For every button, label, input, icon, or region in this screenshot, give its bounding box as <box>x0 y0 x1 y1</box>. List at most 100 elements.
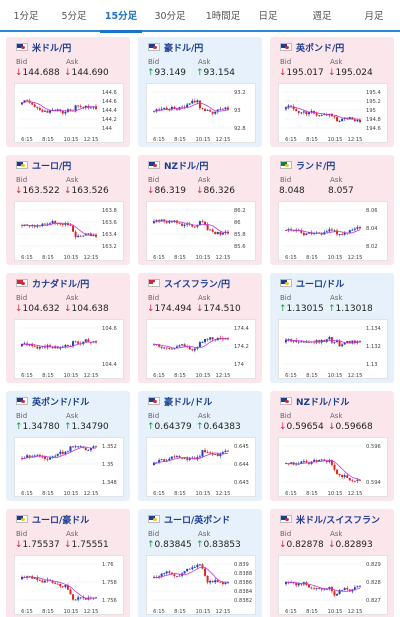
candlestick-chart[interactable]: 144.6 144.6 144.4 144.2 144 6:15 8:15 10:15 12:1… <box>14 83 124 143</box>
candle-body <box>325 231 328 233</box>
y-tick-label: 0.839 <box>234 562 249 568</box>
candle-body <box>38 108 41 110</box>
bid-value: ↓174.494 <box>147 304 192 314</box>
candlestick-chart[interactable]: 174.4 174.2 174 6:15 8:15 10:15 12:15 <box>146 319 256 379</box>
candle-body <box>191 567 194 570</box>
candle-body <box>82 106 85 108</box>
candle-body <box>353 587 356 590</box>
ask-label: Ask <box>198 176 211 184</box>
candle-body <box>59 223 62 225</box>
card-header: ユーロ/円 <box>6 155 130 172</box>
y-tick-label: 8.04 <box>366 226 378 232</box>
moving-average-line <box>285 106 361 120</box>
currency-pair-name: NZドル/円 <box>164 162 209 172</box>
tab-7[interactable]: 月足 <box>364 11 384 22</box>
x-tick-label: 6:15 <box>21 137 33 143</box>
candle-body <box>211 580 214 583</box>
candlestick-chart[interactable]: 93.2 93 92.8 6:15 8:15 10:15 12:15 <box>146 83 256 143</box>
candlestick-chart[interactable]: 163.8 163.6 163.4 163.2 6:15 8:15 10:15 12:15 <box>14 201 124 261</box>
tab-1[interactable]: 5分足 <box>61 11 87 22</box>
rate-card[interactable]: ユーロ/ドル Bid Ask ↑1.13015 ↑1.13018 1.134 1.132 1.… <box>270 273 394 383</box>
ask-label: Ask <box>198 294 211 302</box>
candle-body <box>209 580 212 583</box>
x-tick-label: 6:15 <box>21 255 33 261</box>
candle-body <box>69 589 72 595</box>
candlestick-chart[interactable]: 1.76 1.758 1.756 6:15 8:15 10:15 12:15 <box>14 555 124 615</box>
card-header: 米ドル/スイスフラン <box>270 509 394 526</box>
candle-body <box>315 588 318 590</box>
candle-body <box>204 450 207 453</box>
rate-card[interactable]: NZドル/円 Bid Ask ↓86.319 ↓86.326 86.2 86 85.8 85.6… <box>138 155 262 265</box>
rate-card[interactable]: ユーロ/英ポンド Bid Ask ↑0.83845 ↑0.83853 0.839 0.838… <box>138 509 262 617</box>
tab-6[interactable]: 週足 <box>312 11 332 22</box>
candle-body <box>87 233 90 235</box>
candle-body <box>216 109 219 112</box>
candlestick-chart[interactable]: 0.645 0.644 0.643 6:15 8:15 10:15 12:15 <box>146 437 256 497</box>
candlestick-chart[interactable]: 0.839 0.8388 0.8386 0.8384 0.8382 6:15 8:15 10:… <box>146 555 256 615</box>
candle-body <box>198 221 201 226</box>
candlestick-chart[interactable]: 1.352 1.35 1.348 6:15 8:15 10:15 12:15 <box>14 437 124 497</box>
candle-body <box>72 446 75 448</box>
candlestick-chart[interactable]: 0.829 0.828 0.827 6:15 8:15 10:15 12:15 <box>278 555 388 615</box>
candle-body <box>54 221 57 224</box>
candlestick-chart[interactable]: 1.134 1.132 1.13 6:15 8:15 10:15 12:15 <box>278 319 388 379</box>
candle-body <box>186 458 189 460</box>
tab-4[interactable]: 1時間足 <box>205 11 241 22</box>
rate-card[interactable]: 英ポンド/ドル Bid Ask ↑1.34780 ↑1.34790 1.352 1.35 1.… <box>6 391 130 501</box>
moving-average-line <box>285 339 361 344</box>
rate-card[interactable]: カナダドル/円 Bid Ask ↓104.632 ↓104.638 104.6 104.4 6… <box>6 273 130 383</box>
rate-card[interactable]: ランド/円 Bid Ask 8.048 8.057 8.06 8.04 8.02 6:15 8:1… <box>270 155 394 265</box>
rate-card[interactable]: 英ポンド/円 Bid Ask ↓195.017 ↓195.024 195.4 195.2 19… <box>270 37 394 147</box>
candle-body <box>285 107 287 110</box>
candle-body <box>320 115 323 116</box>
y-tick-label: 86 <box>234 220 241 226</box>
candle-body <box>297 341 300 343</box>
x-tick-label: 8:15 <box>306 491 318 497</box>
card-header: カナダドル/円 <box>6 273 130 290</box>
tab-3[interactable]: 30分足 <box>154 11 186 22</box>
rate-card[interactable]: 豪ドル/円 Bid Ask ↑93.149 ↑93.154 93.2 93 92.8 6:15 8… <box>138 37 262 147</box>
candle-body <box>46 223 49 225</box>
rate-card[interactable]: スイスフラン/円 Bid Ask ↓174.494 ↓174.510 174.4 174.2… <box>138 273 262 383</box>
currency-pair-name: ユーロ/ドル <box>296 280 345 290</box>
candle-body <box>219 232 222 235</box>
rate-card[interactable]: ユーロ/豪ドル Bid Ask ↓1.75537 ↓1.75551 1.76 1.758 1.… <box>6 509 130 617</box>
candle-body <box>227 231 229 234</box>
rate-card[interactable]: 豪ドル/ドル Bid Ask ↑0.64379 ↑0.64383 0.645 0.644 0.… <box>138 391 262 501</box>
currency-pair-name: 豪ドル/ドル <box>164 398 213 408</box>
candle-body <box>95 446 97 448</box>
candle-body <box>305 233 308 236</box>
rate-card[interactable]: 米ドル/円 Bid Ask ↓144.688 ↓144.690 144.6 144.6 144… <box>6 37 130 147</box>
bid-value: ↓144.688 <box>15 68 60 78</box>
candle-body <box>328 459 331 462</box>
ask-value: ↓163.526 <box>64 186 109 196</box>
candle-body <box>307 584 310 588</box>
tab-2[interactable]: 15分足 <box>100 0 142 33</box>
tab-0[interactable]: 1分足 <box>13 11 39 22</box>
ask-value: ↓1.75551 <box>64 540 109 550</box>
tab-5[interactable]: 日足 <box>258 11 278 22</box>
candle-body <box>323 339 326 342</box>
candle-body <box>36 106 39 109</box>
candle-body <box>56 453 59 456</box>
candle-body <box>165 221 168 223</box>
candlestick-chart[interactable]: 0.596 0.594 6:15 8:15 10:15 12:15 <box>278 437 388 497</box>
candlestick-chart[interactable]: 8.06 8.04 8.02 6:15 8:15 10:15 12:15 <box>278 201 388 261</box>
candlestick-chart[interactable]: 104.6 104.4 6:15 8:15 10:15 12:15 <box>14 319 124 379</box>
candle-body <box>336 340 339 342</box>
candle-body <box>320 459 323 461</box>
candle-body <box>74 446 77 448</box>
moving-average-line <box>285 582 361 592</box>
candlestick-chart[interactable]: 86.2 86 85.8 85.6 6:15 8:15 10:15 12:15 <box>146 201 256 261</box>
rate-card[interactable]: ユーロ/円 Bid Ask ↓163.522 ↓163.526 163.8 163.6 163… <box>6 155 130 265</box>
y-tick-label: 0.829 <box>366 562 381 568</box>
rate-card[interactable]: NZドル/ドル Bid Ask ↓0.59654 ↓0.59668 0.596 0.594 6… <box>270 391 394 501</box>
candlestick-chart[interactable]: 195.4 195.2 195 194.8 194.6 6:15 8:15 10:15 12:1… <box>278 83 388 143</box>
x-tick-label: 8:15 <box>42 255 54 261</box>
rate-card[interactable]: 米ドル/スイスフラン Bid Ask ↓0.82878 ↓0.82893 0.829 0.8… <box>270 509 394 617</box>
candle-body <box>89 107 92 109</box>
ask-label: Ask <box>198 530 211 538</box>
candle-body <box>359 119 361 123</box>
candle-body <box>333 116 336 118</box>
currency-pair-name: ランド/円 <box>296 162 336 172</box>
